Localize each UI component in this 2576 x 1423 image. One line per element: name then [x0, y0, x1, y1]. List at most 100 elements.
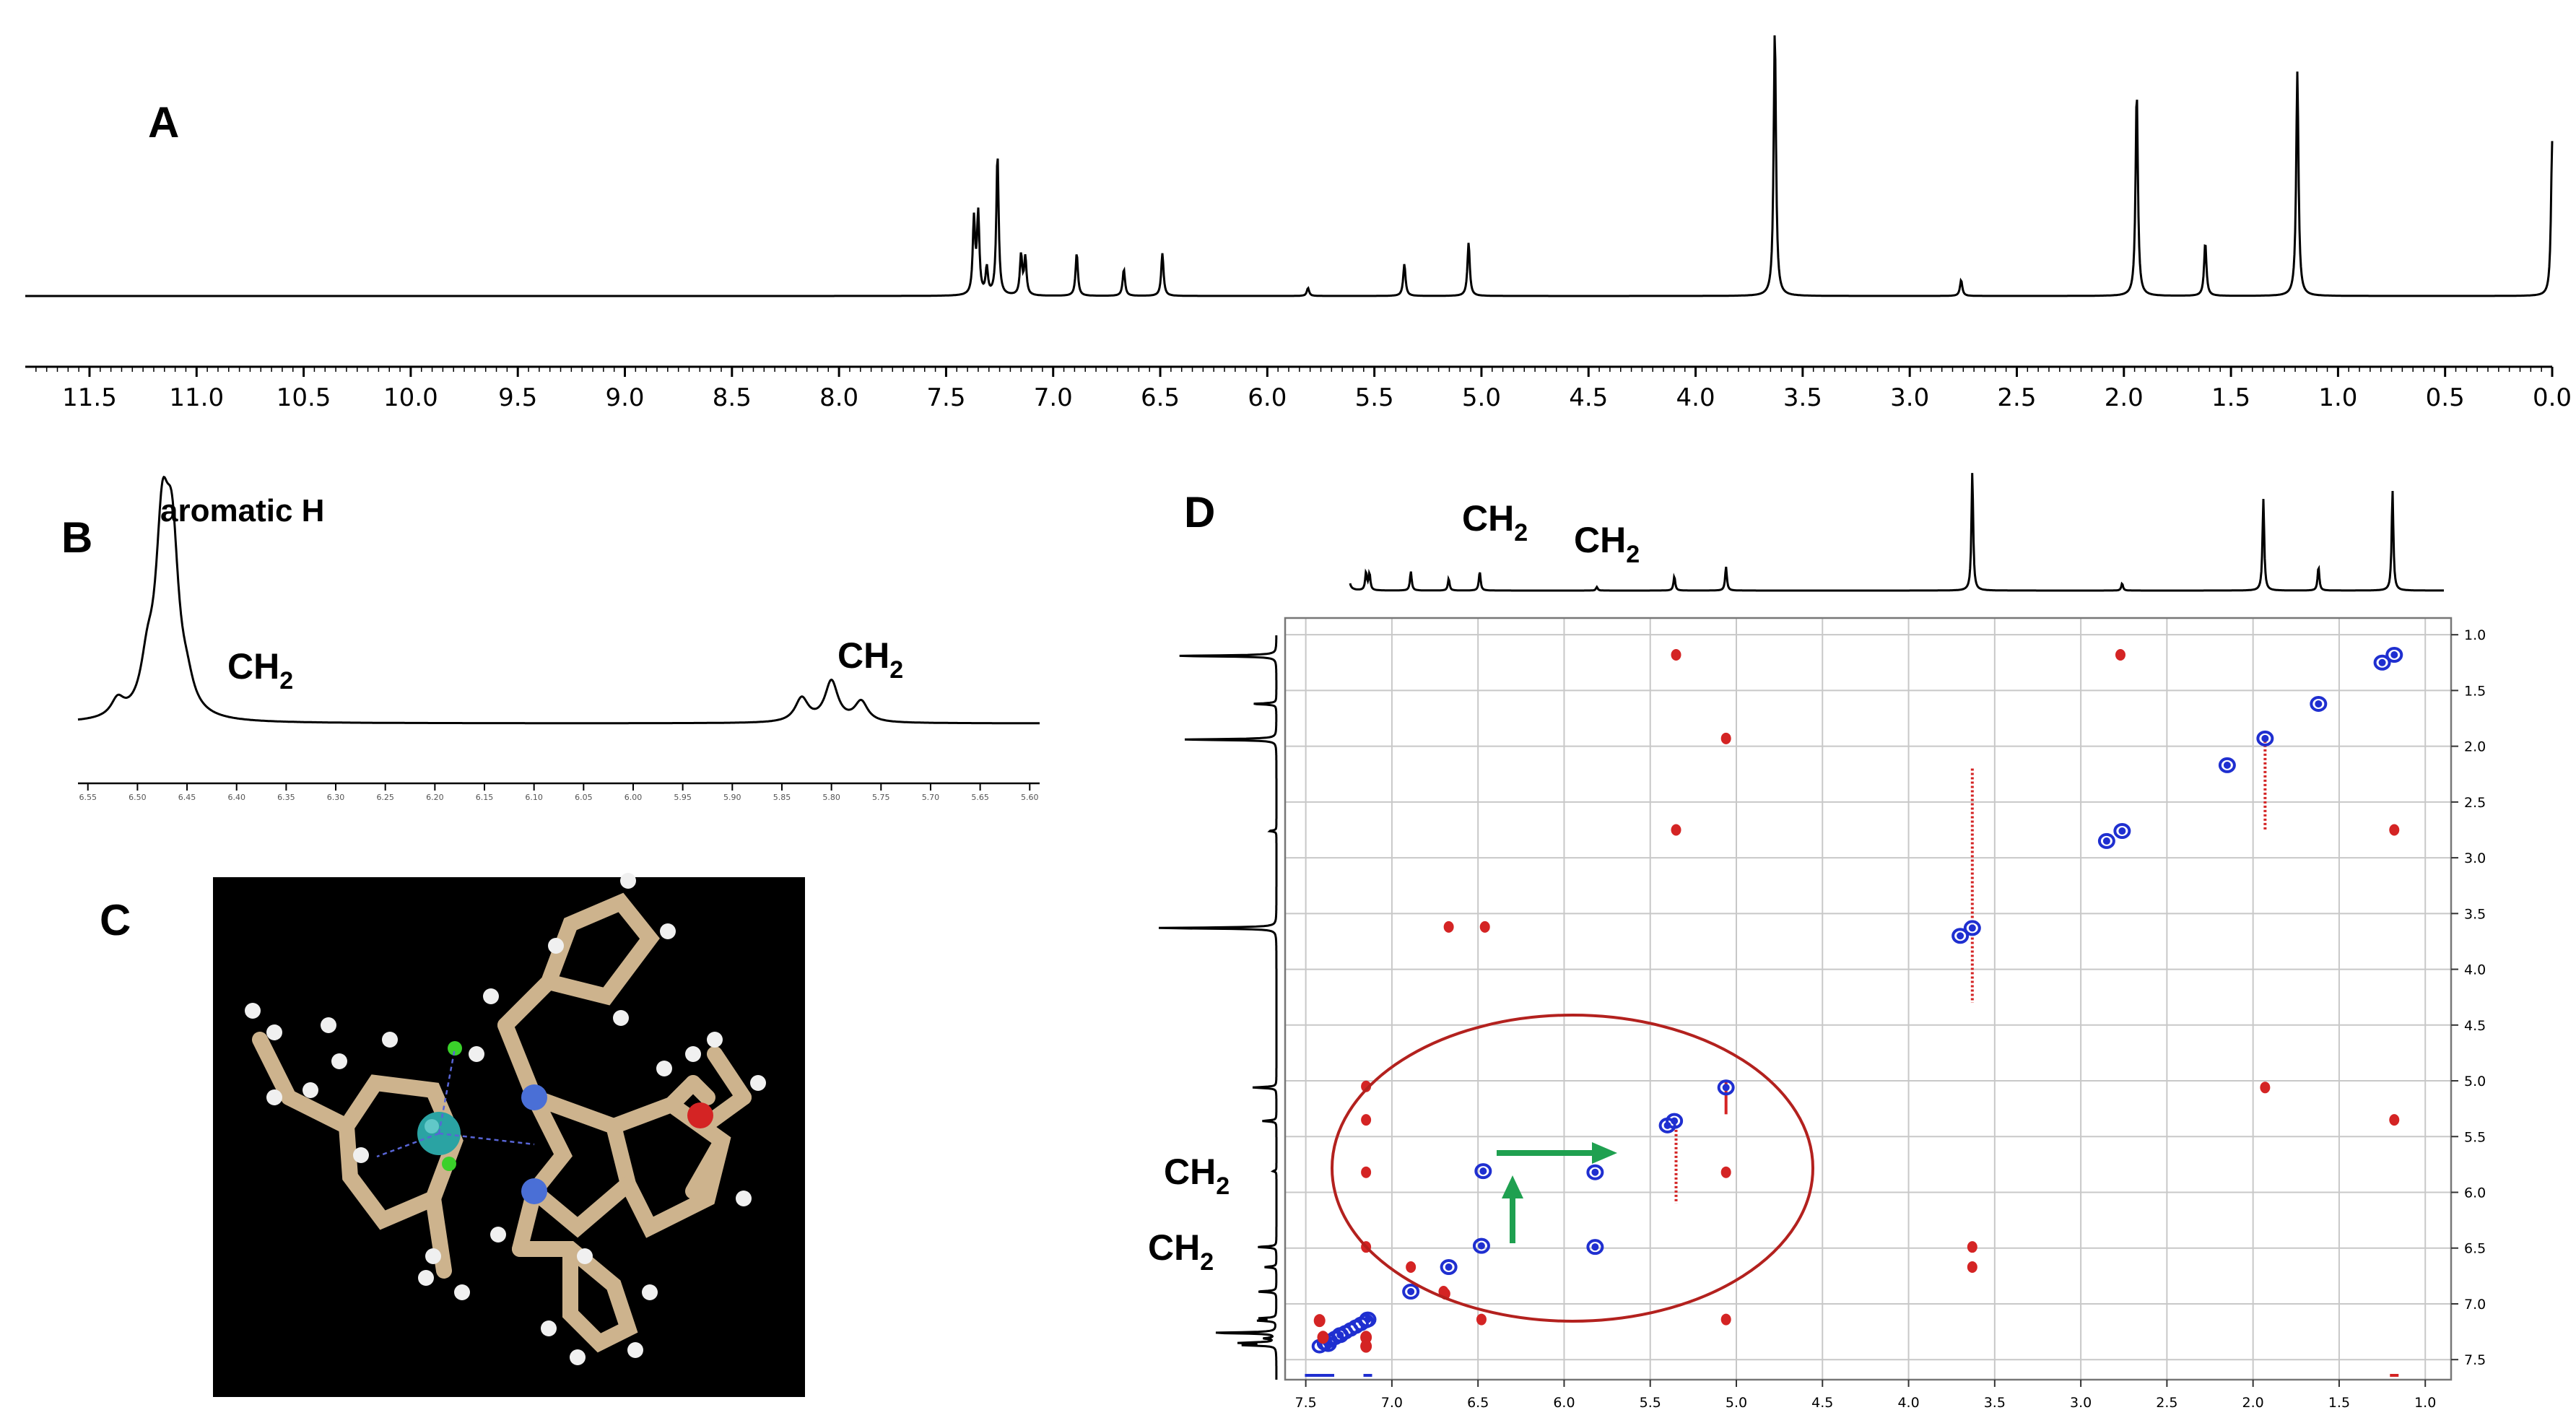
diag-peak-blue [1402, 1283, 1420, 1300]
x-tick-label-B: 6.05 [575, 793, 593, 802]
edge-peak-blue [1326, 1374, 1335, 1377]
x-tick-label-A: 2.0 [2105, 383, 2144, 412]
aromatic-cross-red [1360, 1331, 1372, 1344]
diag-peak-blue [2373, 654, 2391, 671]
x-tick-label-B: 6.25 [376, 793, 394, 802]
x-tick-label-B: 6.15 [476, 793, 494, 802]
diag-peak-blue [2113, 823, 2131, 840]
edge-peak-red [2390, 1374, 2399, 1377]
y-tick-label-D: 6.0 [2464, 1185, 2486, 1201]
y-tick-label-D: 3.0 [2464, 850, 2486, 866]
cross-peak-red [1361, 1114, 1372, 1126]
annotation-ch2-right: CH2 [837, 635, 903, 684]
annotation-ch2-left: CH2 [227, 646, 293, 695]
nitrogen-atom [521, 1178, 547, 1204]
annotation-ch2-left-2: CH2 [1148, 1227, 1214, 1276]
x-tick-label-D: 1.5 [2328, 1395, 2350, 1411]
panel-letter-D: D [1184, 488, 1215, 536]
cross-peak-red [1967, 1261, 1977, 1273]
y-tick-label-D: 7.5 [2464, 1352, 2486, 1368]
x-tick-label-D: 3.5 [1984, 1395, 2006, 1411]
diag-peak-core [1477, 1242, 1485, 1250]
diag-peak-core [1663, 1121, 1671, 1129]
x-tick-label-A: 10.0 [383, 383, 438, 412]
x-tick-label-A: 3.0 [1890, 383, 1929, 412]
x-ticks-B: 6.55 6.50 6.45 6.40 6.35 6.30 6.25 6.20 6.15 6.10… [79, 783, 1039, 802]
y-tick-label-D: 5.5 [2464, 1129, 2486, 1145]
cross-peak-red [1443, 921, 1454, 933]
edge-peak-blue [1363, 1374, 1372, 1377]
x-tick-label-B: 6.20 [426, 793, 444, 802]
x-tick-label-D: 6.0 [1553, 1395, 1575, 1411]
cross-peak-red [1720, 1313, 1731, 1326]
x-tick-label-A: 7.0 [1034, 383, 1073, 412]
x-tick-label-B: 5.65 [971, 793, 989, 802]
x-tick-label-B: 6.50 [129, 793, 147, 802]
cross-peak-red [1361, 1166, 1372, 1178]
diag-peak-blue [2218, 757, 2236, 773]
x-tick-label-B: 6.40 [227, 793, 245, 802]
x-ticks-D: 7.5 7.0 6.5 6.0 5.5 5.0 4.5 4.0 3.5 3.0 2.5 2.0 1.5 1… [1295, 1380, 2436, 1411]
diag-peak-blue [2256, 730, 2274, 747]
diag-peak-blue [1951, 928, 1970, 944]
spectrum-trace-B [77, 475, 1040, 725]
diag-peak-blue [1472, 1237, 1490, 1254]
diag-peak-core [2261, 734, 2269, 742]
cross-peak-red [1406, 1261, 1417, 1273]
x-tick-label-B: 5.70 [922, 793, 940, 802]
diag-peak-core [2118, 827, 2126, 835]
diag-peak-core [1968, 924, 1976, 932]
cross-peak-red [1720, 1166, 1731, 1178]
x-tick-label-A: 11.5 [62, 383, 117, 412]
diag-peak-core [2223, 761, 2231, 769]
x-tick-label-D: 5.0 [1726, 1395, 1747, 1411]
panel-letter-B: B [61, 513, 92, 562]
annotation-ch2-top-2: CH2 [1574, 520, 1640, 568]
cross-peak-red [1967, 1241, 1977, 1253]
arrow-up [1502, 1175, 1523, 1243]
cross-peak-red [2260, 1082, 2271, 1094]
aromatic-cluster-peak [1358, 1313, 1375, 1328]
x-tick-label-D: 2.5 [2156, 1395, 2177, 1411]
y-tick-label-D: 4.5 [2464, 1018, 2486, 1034]
x-tick-label-D: 4.0 [1897, 1395, 1919, 1411]
x-tick-label-A: 5.5 [1355, 383, 1394, 412]
chloride-atom [442, 1157, 456, 1171]
panel-letter-C: C [100, 896, 131, 944]
x-tick-label-B: 6.45 [178, 793, 196, 802]
x-tick-label-A: 10.5 [277, 383, 331, 412]
y-tick-label-D: 1.0 [2464, 627, 2486, 643]
x-tick-label-A: 9.5 [498, 383, 537, 412]
diag-peak-blue [1717, 1079, 1735, 1096]
edge-peak-blue [1318, 1374, 1328, 1377]
molecule-render [213, 873, 805, 1397]
cross-peak-red [2115, 648, 2125, 661]
cross-peak-red [2389, 824, 2400, 836]
cross-peak-red [1476, 1313, 1487, 1326]
x-tick-label-A: 2.5 [1997, 383, 2036, 412]
x-tick-label-A: 5.0 [1462, 383, 1501, 412]
panel-letter-A: A [148, 98, 179, 147]
diag-peak-blue [1586, 1164, 1604, 1180]
diag-peak-core [1591, 1168, 1599, 1176]
x-tick-label-D: 5.5 [1640, 1395, 1661, 1411]
cosy-2d-spectrum: 7.5 7.0 6.5 6.0 5.5 5.0 4.5 4.0 3.5 3.0 2.5 2.0 1.5 1… [1148, 473, 2486, 1411]
diag-peak-core [2315, 700, 2323, 708]
diag-peak-core [1445, 1263, 1453, 1271]
x-ticks-A: 11.5 11.0 10.5 10.0 9.5 9.0 8.5 8.0 7.5 7.0 6.5 6.0… [35, 367, 2572, 412]
x-tick-label-B: 5.75 [872, 793, 890, 802]
x-tick-label-A: 8.5 [713, 383, 752, 412]
peaks-D [1305, 646, 2403, 1377]
x-tick-label-A: 3.5 [1783, 383, 1822, 412]
y-ticks-D: 1.0 1.5 2.0 2.5 3.0 3.5 4.0 4.5 5.0 5.5 6.0 6.5 7.0 7… [2451, 627, 2486, 1368]
x-tick-label-A: 0.0 [2533, 383, 2572, 412]
x-tick-label-A: 8.0 [819, 383, 858, 412]
spectrum-trace-A [25, 35, 2554, 297]
diag-peak-blue [1586, 1239, 1604, 1256]
cross-peak-red [1720, 732, 1731, 744]
y-tick-label-D: 5.0 [2464, 1074, 2486, 1089]
diag-peak-blue [2097, 832, 2115, 849]
x-tick-label-A: 1.5 [2211, 383, 2250, 412]
x-tick-label-B: 5.95 [674, 793, 692, 802]
x-tick-label-D: 1.0 [2414, 1395, 2436, 1411]
